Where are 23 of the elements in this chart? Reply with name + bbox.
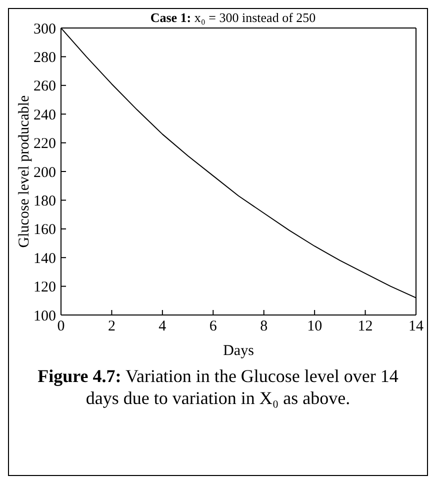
- y-tick-label: 200: [34, 164, 56, 181]
- y-tick-label: 160: [34, 222, 56, 238]
- y-tick-label: 100: [34, 308, 56, 324]
- y-tick-label: 140: [34, 250, 56, 267]
- y-tick-label: 280: [34, 50, 56, 66]
- x-tick-label: 12: [358, 318, 373, 335]
- caption: Figure 4.7: Variation in the Glucose level over 14 days due to variation in X₀ as above.: [38, 366, 398, 408]
- x-tick-label: 8: [260, 318, 268, 335]
- y-tick-label: 180: [34, 194, 56, 210]
- y-axis-title: Glucose level producable: [16, 94, 32, 248]
- x-tick-label: 4: [158, 318, 167, 335]
- chart-title: Case 1: x₀ = 300 instead of 250: [150, 10, 316, 25]
- y-tick-label: 300: [34, 21, 56, 38]
- x-tick-label: 10: [307, 318, 322, 335]
- y-tick-label: 260: [34, 78, 56, 95]
- y-tick-label: 220: [34, 136, 56, 152]
- x-tick-label: 14: [408, 318, 424, 335]
- x-tick-label: 0: [57, 318, 65, 335]
- y-tick-label: 240: [34, 107, 56, 124]
- x-axis-title: Days: [223, 343, 254, 359]
- y-tick-label: 120: [34, 280, 56, 296]
- x-tick-label: 6: [209, 318, 218, 335]
- x-tick-label: 2: [108, 318, 116, 335]
